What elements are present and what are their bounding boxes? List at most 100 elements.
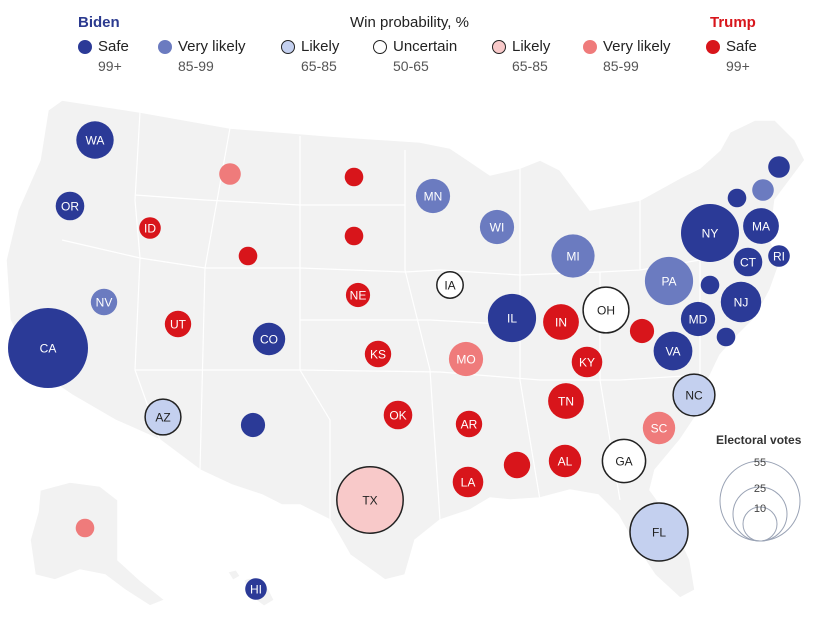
- state-bubble-tx: [336, 466, 404, 534]
- state-bubble: [629, 318, 655, 344]
- state-bubble-ut: [164, 310, 192, 338]
- state-bubble-al: [548, 444, 582, 478]
- state-label-ga: GA: [615, 455, 632, 469]
- state-bubble-ia: [436, 271, 464, 299]
- state-bubble-ct: [733, 247, 763, 277]
- legend-label: Very likely: [603, 38, 671, 55]
- state-bubble: [344, 167, 364, 187]
- state-label-ny: NY: [702, 227, 719, 241]
- state-label-tn: TN: [558, 395, 574, 409]
- biden-header: Biden: [78, 14, 120, 31]
- legend-dot-icon: [492, 40, 506, 54]
- legend-range: 50-65: [393, 58, 429, 74]
- legend-label: Uncertain: [393, 38, 458, 55]
- state-bubble: [752, 179, 774, 201]
- state-label-co: CO: [260, 333, 278, 347]
- state-bubble-az: [144, 398, 182, 436]
- state-bubble-ar: [455, 410, 483, 438]
- win-probability-title: Win probability, %: [350, 14, 469, 31]
- size-legend-value-55: 55: [754, 457, 766, 469]
- state-label-ks: KS: [370, 348, 386, 362]
- size-legend-circle-55: [719, 460, 801, 542]
- state-bubble-fl: [629, 502, 689, 562]
- legend-label: Very likely: [178, 38, 246, 55]
- state-label-md: MD: [689, 313, 708, 327]
- state-bubble-in: [543, 304, 579, 340]
- state-bubble-ma: [743, 208, 779, 244]
- state-bubble: [219, 163, 241, 185]
- state-bubble: [700, 275, 720, 295]
- legend-dot-icon: [583, 40, 597, 54]
- state-bubble-ca: [8, 308, 88, 388]
- state-label-la: LA: [461, 476, 476, 490]
- state-label-id: ID: [144, 222, 156, 236]
- electoral-votes-size-legend: 55 25 10: [719, 457, 801, 542]
- state-label-al: AL: [558, 455, 573, 469]
- state-label-or: OR: [61, 200, 79, 214]
- state-bubble-oh: [582, 286, 630, 334]
- state-bubble-hi: [245, 578, 267, 600]
- state-bubble: [75, 518, 95, 538]
- state-bubble-la: [452, 466, 484, 498]
- state-bubble: [240, 412, 266, 438]
- state-bubble-ok: [383, 400, 413, 430]
- state-label-ar: AR: [461, 418, 478, 432]
- legend-label: Safe: [98, 38, 129, 55]
- state-label-ia: IA: [444, 279, 455, 293]
- state-label-nc: NC: [685, 389, 703, 403]
- state-bubble-mi: [551, 234, 595, 278]
- state-label-pa: PA: [661, 275, 676, 289]
- legend-range: 65-85: [301, 58, 337, 74]
- legend-label: Likely: [512, 38, 551, 55]
- state-label-wa: WA: [86, 134, 105, 148]
- state-bubble-ks: [364, 340, 392, 368]
- legend-range: 85-99: [603, 58, 639, 74]
- state-bubble: [727, 188, 747, 208]
- state-label-mi: MI: [566, 250, 579, 264]
- state-label-ky: KY: [579, 356, 595, 370]
- legend-label: Likely: [301, 38, 340, 55]
- state-label-fl: FL: [652, 526, 666, 540]
- legend-dot-icon: [78, 40, 92, 54]
- state-bubble-ny: [681, 204, 739, 262]
- state-bubble-or: [55, 191, 85, 221]
- legend-range: 99+: [726, 58, 750, 74]
- legend-range: 99+: [98, 58, 122, 74]
- state-label-ca: CA: [40, 342, 57, 356]
- state-bubble: [768, 156, 790, 178]
- state-bubble-wi: [479, 209, 515, 245]
- state-bubble-va: [653, 331, 693, 371]
- state-label-ok: OK: [389, 409, 406, 423]
- state-bubble-co: [252, 322, 286, 356]
- size-legend-title: Electoral votes: [716, 433, 802, 447]
- state-label-mn: MN: [424, 190, 443, 204]
- state-label-nj: NJ: [734, 296, 749, 310]
- legend-dot-icon: [706, 40, 720, 54]
- legend-label: Safe: [726, 38, 757, 55]
- state-bubble: [344, 226, 364, 246]
- state-bubbles: WA OR CA NV ID UT AZ CO NE KS OK TX MN IA MO AR LA WI IL MI…: [8, 121, 790, 600]
- state-label-hi: HI: [250, 583, 262, 597]
- state-bubble-ne: [345, 282, 371, 308]
- state-bubble-md: [680, 301, 716, 337]
- state-label-ri: RI: [773, 250, 785, 264]
- state-bubble: [503, 451, 531, 479]
- state-bubble-mn: [415, 178, 451, 214]
- state-label-va: VA: [665, 345, 680, 359]
- state-bubble-ga: [601, 438, 647, 484]
- state-bubble: [238, 246, 258, 266]
- state-bubble-il: [487, 293, 537, 343]
- legend-dot-icon: [373, 40, 387, 54]
- alaska-land: [29, 481, 167, 607]
- legend-dot-icon: [158, 40, 172, 54]
- state-bubble-nj: [720, 281, 762, 323]
- state-label-mo: MO: [456, 353, 475, 367]
- state-label-wi: WI: [490, 221, 505, 235]
- trump-header: Trump: [710, 14, 756, 31]
- state-bubble-ri: [768, 245, 790, 267]
- state-label-az: AZ: [155, 411, 170, 425]
- state-bubble-tn: [548, 383, 584, 419]
- state-label-ma: MA: [752, 220, 770, 234]
- legend-range: 65-85: [512, 58, 548, 74]
